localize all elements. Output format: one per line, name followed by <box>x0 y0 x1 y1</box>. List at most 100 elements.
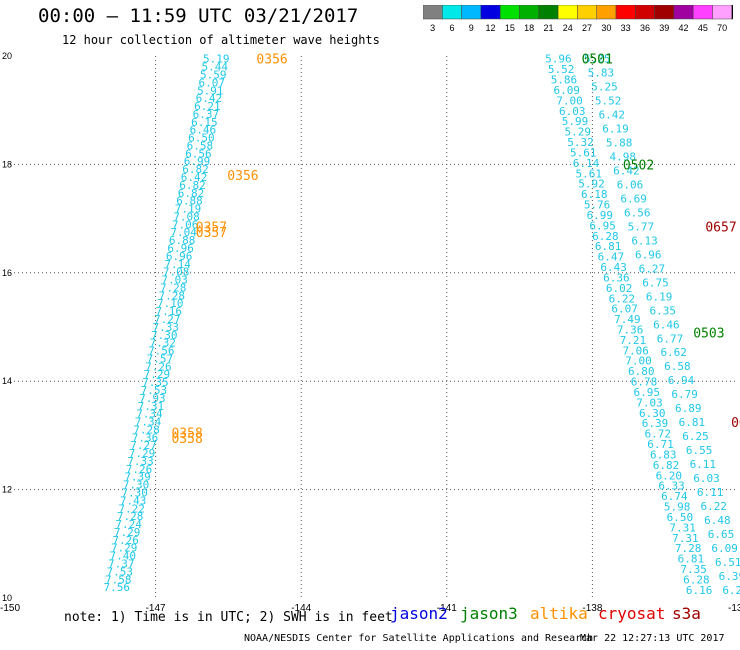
y-tick-label: 20 <box>2 51 12 61</box>
swh-value: 7.29 <box>144 368 171 381</box>
footer-org: NOAA/NESDIS Center for Satellite Applica… <box>244 633 594 644</box>
swh-value: 5.25 <box>584 53 611 66</box>
swh-value: 6.81 <box>678 553 705 566</box>
x-tick-label: -147 <box>146 603 166 614</box>
swh-value: 6.36 <box>603 271 630 284</box>
swh-value: 7.53 <box>141 384 168 397</box>
swh-value: 6.81 <box>595 240 622 253</box>
x-tick-label: -141 <box>437 603 457 614</box>
swh-value: 6.43 <box>600 261 627 274</box>
legend-altika: altika <box>530 604 588 623</box>
colorbar-label: 12 <box>486 23 496 33</box>
swh-value: 7.34 <box>136 408 163 421</box>
swh-value: 6.99 <box>184 155 211 168</box>
swh-value: 6.02 <box>606 282 633 295</box>
swh-value: 6.65 <box>708 528 735 541</box>
colorbar-label: 6 <box>449 23 454 33</box>
pass-label-s3a: 0657 <box>705 221 736 236</box>
swh-value: 6.62 <box>660 346 687 359</box>
swh-value: 5.61 <box>576 167 603 180</box>
swh-value: 7.39 <box>124 471 151 484</box>
swh-value: 6.78 <box>631 376 658 389</box>
swh-value: 6.46 <box>653 318 680 331</box>
swh-value: 5.96 <box>545 53 572 66</box>
swh-value: 6.37 <box>193 108 220 121</box>
pass-label-altika: 0358 <box>171 427 202 442</box>
swh-value: 7.22 <box>118 502 145 515</box>
y-tick-label: 16 <box>2 268 12 278</box>
swh-value: 6.56 <box>185 147 212 160</box>
swh-value: 6.58 <box>187 139 214 152</box>
swh-value: 6.27 <box>639 262 666 275</box>
swh-value: 6.95 <box>589 219 616 232</box>
footer-timestamp: Mar 22 12:27:13 UTC 2017 <box>580 633 725 644</box>
swh-value: 7.06 <box>172 218 199 231</box>
swh-value: 6.13 <box>631 234 658 247</box>
swh-value: 6.42 <box>196 92 223 105</box>
swh-value: 6.80 <box>628 365 655 378</box>
swh-value: 5.92 <box>578 178 605 191</box>
swh-value: 6.19 <box>646 290 673 303</box>
x-tick-label: -144 <box>291 603 311 614</box>
swh-value: 7.28 <box>117 510 144 523</box>
swh-value: 7.19 <box>175 203 202 216</box>
swh-value: 7.30 <box>123 479 150 492</box>
swh-value: 5.99 <box>562 115 589 128</box>
x-tick-label: -138 <box>582 603 602 614</box>
colorbar-label: 18 <box>524 23 534 33</box>
swh-value: 6.21 <box>194 100 221 113</box>
colorbar-label: 36 <box>640 23 650 33</box>
swh-value: 5.52 <box>595 95 622 108</box>
colorbar-label: 70 <box>717 23 727 33</box>
colorbar-label: 15 <box>505 23 515 33</box>
swh-value: 7.36 <box>132 431 159 444</box>
swh-value: 6.94 <box>668 374 695 387</box>
swh-value: 7.40 <box>109 550 136 563</box>
swh-value: 7.06 <box>622 344 649 357</box>
colorbar-label: 27 <box>582 23 592 33</box>
swh-value: 6.39 <box>719 570 740 583</box>
swh-value: 6.14 <box>573 157 600 170</box>
swh-value: 7.27 <box>130 439 157 452</box>
swh-value: 5.91 <box>197 84 224 97</box>
swh-value: 5.19 <box>203 53 230 66</box>
swh-value: 4.98 <box>609 151 636 164</box>
pass-label-altika: 0357 <box>196 221 227 236</box>
swh-value: 6.20 <box>722 584 740 597</box>
swh-value: 6.03 <box>559 105 586 118</box>
swh-value: 6.99 <box>587 209 614 222</box>
swh-value: 6.88 <box>176 195 203 208</box>
swh-value: 5.98 <box>664 501 691 514</box>
y-tick-label: 18 <box>2 159 12 169</box>
swh-value: 6.71 <box>647 438 674 451</box>
swh-value: 5.77 <box>628 220 655 233</box>
swh-value: 6.19 <box>602 123 629 136</box>
swh-value: 7.34 <box>135 416 162 429</box>
swh-value: 6.15 <box>191 116 218 129</box>
swh-value: 7.26 <box>112 534 139 547</box>
swh-value: 6.50 <box>667 511 694 524</box>
swh-value: 6.11 <box>697 486 724 499</box>
swh-value: 7.04 <box>170 226 197 239</box>
legend-cryosat: cryosat <box>598 604 666 623</box>
colorbar-label: 9 <box>469 23 474 33</box>
swh-value: 5.25 <box>591 81 618 94</box>
pass-label-altika: 0357 <box>196 226 227 241</box>
swh-value: 6.46 <box>190 124 217 137</box>
swh-value: 5.88 <box>606 137 633 150</box>
swh-value: 5.86 <box>551 74 578 87</box>
swh-value: 6.18 <box>581 188 608 201</box>
swh-value: 6.82 <box>179 179 206 192</box>
swh-value: 6.39 <box>642 417 669 430</box>
swh-value: 6.25 <box>682 430 709 443</box>
swh-value: 6.79 <box>671 388 698 401</box>
swh-value: 7.29 <box>114 526 141 539</box>
pass-label-jason3: 0501 <box>582 53 613 68</box>
swh-value: 7.32 <box>150 337 177 350</box>
swh-value: 7.30 <box>121 487 148 500</box>
legend-jason2: jason2 <box>390 604 448 623</box>
swh-value: 6.48 <box>704 514 731 527</box>
y-tick-label: 14 <box>2 376 12 386</box>
swh-value: 6.95 <box>633 386 660 399</box>
